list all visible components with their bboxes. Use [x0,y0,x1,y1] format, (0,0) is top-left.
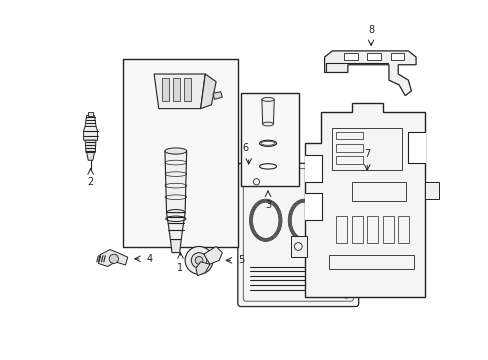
Bar [407,132,425,163]
Polygon shape [200,74,216,109]
Text: 1: 1 [177,263,183,273]
Bar [123,59,237,247]
Text: 4: 4 [146,254,152,264]
Polygon shape [98,249,127,266]
Ellipse shape [166,210,185,216]
Bar [322,178,349,286]
Bar [333,182,339,228]
Bar [425,182,438,199]
Polygon shape [85,116,96,126]
Bar [341,182,346,228]
Bar [343,53,357,60]
Polygon shape [324,51,415,95]
Bar [336,144,363,152]
Bar [332,128,401,170]
Polygon shape [196,262,209,276]
Circle shape [191,253,206,268]
Circle shape [195,256,203,264]
Text: 3: 3 [264,199,270,210]
Polygon shape [86,153,94,160]
Bar [88,112,93,116]
Text: 7: 7 [364,149,369,159]
Bar [397,216,408,243]
Polygon shape [166,213,185,239]
Bar [336,156,363,164]
Bar [336,216,346,243]
Text: 6: 6 [242,143,248,153]
Bar [325,182,331,228]
Ellipse shape [262,122,273,126]
Text: 8: 8 [367,26,373,36]
Bar [351,182,405,201]
Polygon shape [164,151,186,213]
Polygon shape [154,74,205,109]
Circle shape [185,247,213,274]
Bar [366,216,377,243]
Bar [183,78,190,101]
FancyBboxPatch shape [237,163,358,306]
Bar [241,93,299,186]
Polygon shape [85,140,96,153]
Bar [382,216,393,243]
Bar [172,78,179,101]
Bar [390,53,404,60]
Polygon shape [261,99,274,124]
Bar [351,216,362,243]
Bar [291,236,306,257]
Bar [162,78,168,101]
Bar [328,255,413,269]
Text: 5: 5 [237,255,244,265]
Text: 2: 2 [87,177,94,187]
Bar [336,132,363,139]
Bar [366,53,381,60]
Bar [305,155,322,182]
Polygon shape [203,247,222,264]
Polygon shape [213,92,222,99]
Polygon shape [170,239,181,253]
Polygon shape [83,126,97,140]
Polygon shape [305,103,425,297]
Circle shape [109,254,118,264]
Ellipse shape [164,148,186,154]
Ellipse shape [261,98,274,101]
Bar [305,193,322,220]
